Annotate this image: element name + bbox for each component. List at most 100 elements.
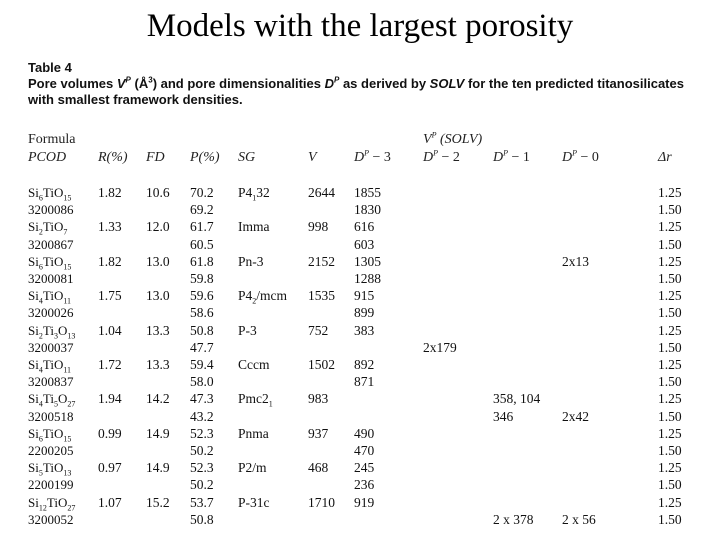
d1-cell: 2 x 378 xyxy=(493,511,534,527)
formula-cell: Si4TiO11 xyxy=(28,288,72,306)
d2-cell: 2x179 xyxy=(423,339,457,355)
d1-cell: 346 xyxy=(493,408,514,424)
p-cell: 69.2 xyxy=(190,202,214,218)
dr-cell: 1.25 xyxy=(658,425,682,441)
dr-cell: 1.50 xyxy=(658,202,682,218)
pcod-cell: 2200199 xyxy=(28,477,74,493)
formula-cell: Si6TiO15 xyxy=(28,425,72,444)
pcod-cell: 3200037 xyxy=(28,339,74,355)
dr-cell: 1.50 xyxy=(658,374,682,390)
header-d1: DP − 1 xyxy=(493,148,530,165)
d3-cell: 490 xyxy=(354,425,375,441)
d0-cell: 2x42 xyxy=(562,408,589,424)
caption-line-2: with smallest framework densities. xyxy=(28,92,243,107)
header-delta-r: Δr xyxy=(658,150,672,165)
fd-cell: 14.9 xyxy=(146,425,170,441)
r-cell: 1.82 xyxy=(98,253,122,269)
p-cell: 47.3 xyxy=(190,391,214,407)
r-cell: 1.72 xyxy=(98,357,122,372)
d3-cell: 1830 xyxy=(354,202,381,218)
fd-cell: 10.6 xyxy=(146,185,170,200)
r-cell: 1.04 xyxy=(98,322,122,338)
formula-cell: Si4TiO11 xyxy=(28,357,72,375)
sg-cell: P42/mcm xyxy=(238,288,288,306)
v-cell: 468 xyxy=(308,460,329,476)
d0-cell: 2 x 56 xyxy=(562,511,596,527)
dr-cell: 1.25 xyxy=(658,357,682,372)
pcod-cell: 3200086 xyxy=(28,202,74,218)
fd-cell: 13.3 xyxy=(146,357,170,372)
d3-cell: 616 xyxy=(354,219,375,235)
formula-cell: Si6TiO15 xyxy=(28,253,72,272)
fd-cell: 14.2 xyxy=(146,391,170,407)
fd-cell: 13.0 xyxy=(146,253,170,269)
d3-cell: 1855 xyxy=(354,185,381,200)
header-fd: FD xyxy=(146,150,165,165)
dr-cell: 1.50 xyxy=(658,477,682,493)
p-cell: 50.8 xyxy=(190,511,214,527)
p-cell: 59.6 xyxy=(190,288,214,304)
d3-cell: 899 xyxy=(354,305,375,321)
header-p: P(%) xyxy=(190,150,220,165)
sg-cell: Pmc21 xyxy=(238,391,273,410)
formula-cell: Si6TiO15 xyxy=(28,185,72,203)
dr-cell: 1.25 xyxy=(658,322,682,338)
header-d0: DP − 0 xyxy=(562,148,599,165)
fd-cell: 12.0 xyxy=(146,219,170,235)
header-r: R(%) xyxy=(98,150,128,165)
sg-cell: Imma xyxy=(238,219,270,235)
p-cell: 59.8 xyxy=(190,271,214,286)
d0-cell: 2x13 xyxy=(562,253,589,269)
header-d2: DP − 2 xyxy=(423,148,460,165)
fd-cell: 14.9 xyxy=(146,460,170,476)
pcod-cell: 3200081 xyxy=(28,271,74,286)
formula-cell: Si2Ti3O13 xyxy=(28,322,76,341)
d3-cell: 245 xyxy=(354,460,375,476)
dr-cell: 1.50 xyxy=(658,339,682,355)
p-cell: 52.3 xyxy=(190,425,214,441)
dr-cell: 1.50 xyxy=(658,443,682,458)
d3-cell: 236 xyxy=(354,477,375,493)
header-d3: DP − 3 xyxy=(354,148,391,165)
v-cell: 752 xyxy=(308,322,329,338)
p-cell: 43.2 xyxy=(190,408,214,424)
dr-cell: 1.50 xyxy=(658,236,682,252)
dr-cell: 1.50 xyxy=(658,271,682,286)
v-cell: 1502 xyxy=(308,357,335,372)
dr-cell: 1.25 xyxy=(658,494,682,510)
r-cell: 0.97 xyxy=(98,460,122,476)
header-sg: SG xyxy=(238,150,256,165)
dr-cell: 1.50 xyxy=(658,511,682,527)
dr-cell: 1.25 xyxy=(658,288,682,304)
dr-cell: 1.50 xyxy=(658,408,682,424)
d1-cell: 358, 104 xyxy=(493,391,541,407)
dr-cell: 1.25 xyxy=(658,219,682,235)
header-v: V xyxy=(308,150,317,165)
slide-title: Models with the largest porosity xyxy=(146,8,574,44)
p-cell: 61.8 xyxy=(190,253,214,269)
r-cell: 1.33 xyxy=(98,219,122,235)
pcod-cell: 2200205 xyxy=(28,443,74,458)
r-cell: 1.94 xyxy=(98,391,122,407)
header-vp-solv: VP (SOLV) xyxy=(423,130,483,147)
v-cell: 2152 xyxy=(308,253,335,269)
dr-cell: 1.25 xyxy=(658,391,682,407)
v-cell: 983 xyxy=(308,391,329,407)
dr-cell: 1.25 xyxy=(658,460,682,476)
r-cell: 1.07 xyxy=(98,494,122,510)
sg-cell: Pn-3 xyxy=(238,253,264,269)
r-cell: 0.99 xyxy=(98,425,122,441)
p-cell: 59.4 xyxy=(190,357,214,372)
fd-cell: 13.0 xyxy=(146,288,170,304)
formula-cell: Si5TiO13 xyxy=(28,460,72,478)
d3-cell: 915 xyxy=(354,288,375,304)
fd-cell: 13.3 xyxy=(146,322,170,338)
sg-cell: Pnma xyxy=(238,425,269,441)
formula-cell: Si4Ti5O27 xyxy=(28,391,76,409)
p-cell: 58.0 xyxy=(190,374,214,390)
d3-cell: 383 xyxy=(354,322,375,338)
p-cell: 50.8 xyxy=(190,322,214,338)
header-pcod: PCOD xyxy=(28,150,67,165)
formula-cell: Si2TiO7 xyxy=(28,219,68,237)
